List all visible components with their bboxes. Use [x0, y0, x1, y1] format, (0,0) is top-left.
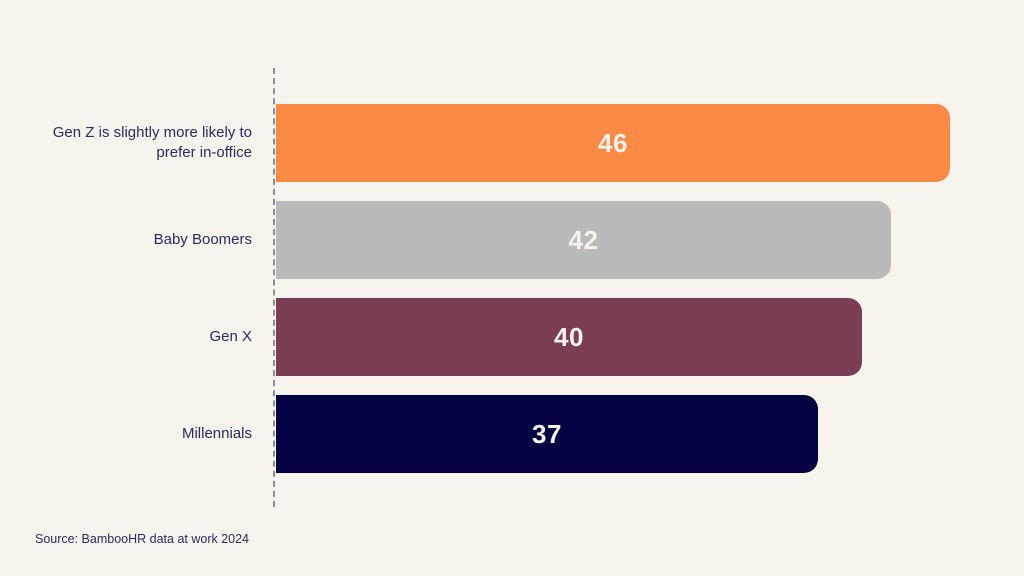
category-label: Baby Boomers	[153, 230, 252, 248]
bar-value-label: 37	[532, 418, 562, 449]
category-label: Millennials	[181, 424, 252, 442]
bar-row: Gen X 40	[0, 298, 1024, 376]
bar: 37	[276, 395, 818, 473]
source-citation: Source: BambooHR data at work 2024	[35, 532, 250, 546]
bar: 46	[276, 104, 950, 182]
bar-value-label: 40	[554, 321, 584, 352]
bar-row: Millennials 37	[0, 395, 1024, 473]
bar-row: Gen Z is slightly more likely to prefer …	[0, 104, 1024, 182]
bar-value-label: 42	[568, 224, 599, 255]
bar-value-label: 46	[598, 127, 628, 158]
bar: 42	[276, 201, 891, 279]
bar-row: Baby Boomers 42	[0, 201, 1024, 279]
category-label: Gen X	[209, 327, 252, 345]
axis-baseline-dashed	[273, 68, 275, 507]
bar: 40	[276, 298, 862, 376]
category-label: Gen Z is slightly more likely to prefer …	[52, 123, 252, 161]
